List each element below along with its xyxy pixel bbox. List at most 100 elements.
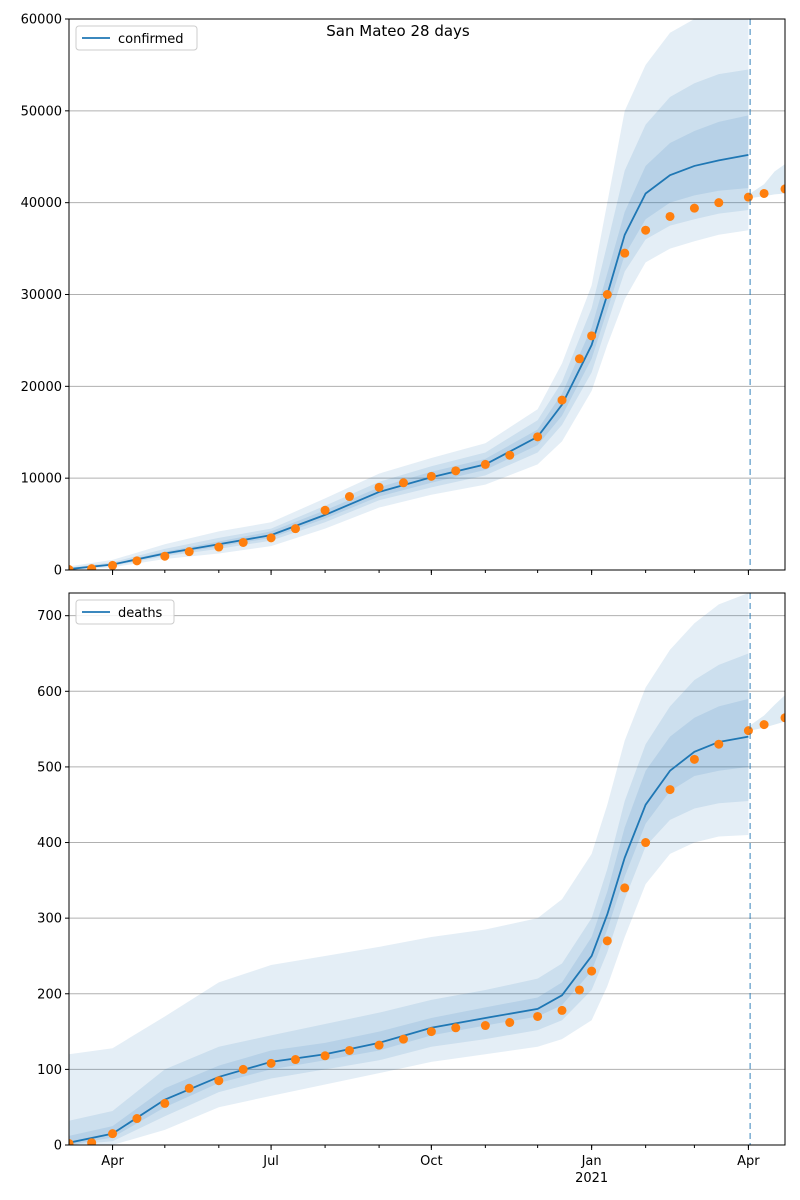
observed-point (451, 466, 461, 476)
observed-point (132, 1114, 142, 1124)
observed-point (451, 1023, 461, 1033)
observed-point (689, 203, 699, 213)
observed-point (87, 564, 97, 570)
observed-point (184, 547, 194, 557)
observed-point (238, 1064, 248, 1074)
observed-point (238, 537, 248, 547)
legend-box (75, 25, 198, 51)
observed-point (557, 1005, 567, 1015)
y-tick-label: 400 (37, 836, 62, 851)
confirmed-panel: 0 10000 20000 30000 40000 50000 60000 confirmed (21, 13, 786, 579)
x-tick-label: Apr (101, 1154, 124, 1169)
observed-point (398, 1034, 408, 1044)
observed-point (320, 1051, 330, 1061)
observed-point (533, 432, 543, 442)
y-tick-label: 700 (37, 609, 62, 624)
x-year-label: 2021 (575, 1171, 608, 1186)
observed-point (574, 354, 584, 364)
y-tick-label: 10000 (21, 472, 62, 487)
deaths-panel: 0 100 200 300 400 500 600 700 Apr Jul Oct Jan Apr 202… (37, 592, 786, 1186)
y-tick-label: 0 (54, 564, 62, 579)
observed-point (505, 450, 515, 460)
observed-point (108, 560, 118, 570)
observed-point (641, 225, 651, 235)
observed-point (641, 838, 651, 848)
observed-point (266, 533, 276, 543)
observed-point (620, 248, 630, 258)
observed-point (759, 188, 769, 198)
x-tick-label: Jan (581, 1154, 602, 1169)
y-tick-label: 50000 (21, 104, 62, 119)
observed-band (750, 695, 785, 731)
observed-point (69, 565, 74, 570)
observed-point (132, 556, 142, 566)
observed-point (87, 1138, 97, 1145)
observed-point (480, 1021, 490, 1031)
legend-label: confirmed (118, 32, 184, 47)
observed-point (620, 883, 630, 893)
y-tick-label: 600 (37, 685, 62, 700)
observed-point (214, 1076, 224, 1086)
observed-point (160, 551, 170, 561)
y-tick-label: 20000 (21, 380, 62, 395)
observed-point (505, 1018, 515, 1028)
y-tick-label: 200 (37, 987, 62, 1002)
y-tick-label: 300 (37, 912, 62, 927)
observed-point (320, 505, 330, 515)
x-tick-label: Oct (420, 1154, 442, 1169)
uncertainty-band (69, 115, 749, 570)
observed-point (374, 482, 384, 492)
observed-point (587, 331, 597, 341)
legend-box (75, 599, 175, 625)
y-tick-label: 100 (37, 1063, 62, 1078)
observed-point (602, 936, 612, 946)
y-tick-label: 0 (54, 1139, 62, 1154)
legend-label: deaths (118, 606, 163, 621)
axes-frame (68, 592, 786, 1146)
observed-point (743, 726, 753, 736)
uncertainty-band (69, 19, 749, 570)
observed-point (69, 1138, 74, 1145)
y-tick-label: 40000 (21, 196, 62, 211)
observed-point (743, 192, 753, 202)
uncertainty-band (69, 593, 749, 1145)
y-tick-label: 30000 (21, 288, 62, 303)
observed-point (480, 459, 490, 469)
plot-area (69, 593, 785, 1145)
observed-point (290, 1055, 300, 1065)
observed-point (214, 542, 224, 552)
observed-point (587, 966, 597, 976)
observed-point (160, 1098, 170, 1108)
observed-point (689, 754, 699, 764)
observed-point (344, 1045, 354, 1055)
observed-point (665, 785, 675, 795)
observed-point (714, 739, 724, 749)
observed-point (398, 478, 408, 488)
x-tick-label: Jul (262, 1154, 279, 1169)
observed-point (714, 198, 724, 208)
observed-point (290, 524, 300, 534)
observed-point (426, 471, 436, 481)
uncertainty-band (69, 69, 749, 570)
observed-point (184, 1083, 194, 1093)
observed-point (557, 395, 567, 405)
uncertainty-band (69, 698, 749, 1145)
chart-title: San Mateo 28 days (326, 22, 470, 40)
observed-point (759, 720, 769, 730)
observed-point (374, 1040, 384, 1050)
x-tick-label: Apr (737, 1154, 760, 1169)
observed-point (108, 1129, 118, 1139)
observed-point (574, 985, 584, 995)
y-tick-label: 60000 (21, 13, 62, 28)
observed-point (266, 1058, 276, 1068)
observed-point (602, 290, 612, 299)
observed-point (780, 184, 785, 194)
observed-point (533, 1011, 543, 1021)
observed-point (780, 713, 785, 723)
observed-point (426, 1027, 436, 1037)
observed-band (750, 164, 785, 199)
observed-point (344, 492, 354, 502)
y-tick-label: 500 (37, 760, 62, 775)
observed-point (665, 211, 675, 221)
